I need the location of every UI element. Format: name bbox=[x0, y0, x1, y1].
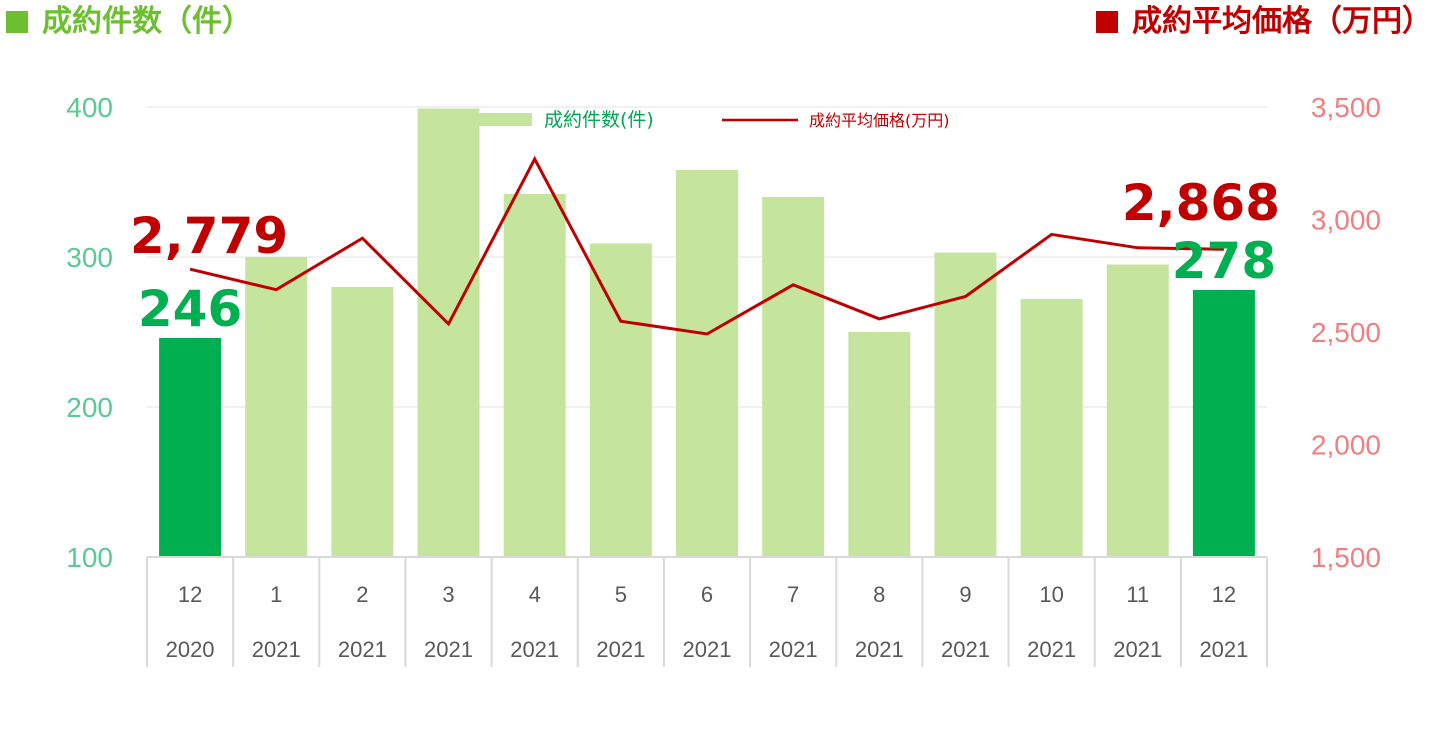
x-axis: 12 2020 1 2021 2 2021 3 2021 4 2021 5 2021 6 2021 7 202… bbox=[146, 556, 1268, 667]
x-tick-month: 8 bbox=[873, 582, 885, 607]
line-series bbox=[189, 155, 1224, 336]
right-y-axis: 1,500 2,000 2,500 3,000 3,500 bbox=[1311, 92, 1381, 573]
x-tick-year: 2021 bbox=[252, 637, 301, 662]
last-count-label: 278 bbox=[1172, 232, 1276, 290]
last-price-label: 2,868 bbox=[1122, 174, 1280, 232]
x-tick-year: 2021 bbox=[683, 637, 732, 662]
x-tick-month: 4 bbox=[529, 582, 541, 607]
red-square-icon bbox=[1096, 11, 1118, 33]
x-tick-month: 5 bbox=[615, 582, 627, 607]
legend-line-label: 成約平均価格(万円) bbox=[809, 111, 950, 130]
right-tick-label: 2,500 bbox=[1311, 317, 1381, 348]
bar bbox=[676, 170, 738, 557]
bar bbox=[934, 252, 997, 557]
x-tick-year: 2021 bbox=[596, 637, 645, 662]
first-count-label: 246 bbox=[138, 280, 242, 338]
green-square-icon bbox=[6, 11, 28, 33]
price-line bbox=[189, 155, 1224, 336]
right-tick-label: 3,500 bbox=[1311, 92, 1381, 123]
bar bbox=[331, 287, 394, 557]
right-tick-label: 3,000 bbox=[1311, 205, 1381, 236]
x-tick-year: 2021 bbox=[510, 637, 559, 662]
left-y-axis: 100 200 300 400 bbox=[66, 92, 113, 573]
x-tick-month: 11 bbox=[1126, 582, 1149, 607]
bar bbox=[589, 243, 652, 557]
right-axis-title: 成約平均価格（万円） bbox=[1096, 4, 1432, 40]
bar bbox=[848, 332, 911, 557]
x-tick-year: 2020 bbox=[166, 637, 215, 662]
bar bbox=[1106, 264, 1169, 557]
bar bbox=[159, 338, 222, 557]
left-tick-label: 100 bbox=[66, 542, 113, 573]
legend-bar-label: 成約件数(件) bbox=[544, 109, 654, 131]
x-tick-month: 12 bbox=[1212, 582, 1236, 607]
right-axis-title-text: 成約平均価格（万円） bbox=[1132, 4, 1432, 39]
x-tick-year: 2021 bbox=[1027, 637, 1076, 662]
x-tick-month: 3 bbox=[442, 582, 454, 607]
x-tick-month: 2 bbox=[356, 582, 368, 607]
left-tick-label: 300 bbox=[66, 242, 113, 273]
x-tick-year: 2021 bbox=[424, 637, 473, 662]
legend-bar-swatch bbox=[456, 113, 532, 126]
left-tick-label: 200 bbox=[66, 392, 113, 423]
left-axis-title: 成約件数（件） bbox=[6, 4, 252, 40]
legend: 成約件数(件) 成約平均価格(万円) bbox=[456, 109, 950, 131]
x-tick-month: 1 bbox=[270, 582, 282, 607]
first-price-label: 2,779 bbox=[130, 207, 288, 265]
bar bbox=[1020, 299, 1083, 557]
right-tick-label: 1,500 bbox=[1311, 542, 1381, 573]
bar bbox=[245, 257, 308, 557]
left-tick-label: 400 bbox=[66, 92, 113, 123]
x-tick-year: 2021 bbox=[941, 637, 990, 662]
x-tick-month: 10 bbox=[1039, 582, 1063, 607]
bar bbox=[1192, 290, 1255, 557]
x-tick-year: 2021 bbox=[1113, 637, 1162, 662]
x-tick-year: 2021 bbox=[769, 637, 818, 662]
x-tick-month: 9 bbox=[959, 582, 971, 607]
right-tick-label: 2,000 bbox=[1311, 430, 1381, 461]
x-tick-year: 2021 bbox=[1199, 637, 1248, 662]
data-labels: 2,779 2,868 246 278 bbox=[130, 174, 1280, 338]
x-tick-month: 7 bbox=[787, 582, 799, 607]
bar-series bbox=[159, 108, 1255, 557]
x-tick-year: 2021 bbox=[338, 637, 387, 662]
bar bbox=[503, 194, 566, 557]
x-tick-month: 6 bbox=[701, 582, 713, 607]
x-tick-month: 12 bbox=[178, 582, 202, 607]
bar bbox=[762, 197, 825, 557]
bar bbox=[417, 108, 480, 557]
left-axis-title-text: 成約件数（件） bbox=[42, 4, 252, 39]
x-tick-year: 2021 bbox=[855, 637, 904, 662]
